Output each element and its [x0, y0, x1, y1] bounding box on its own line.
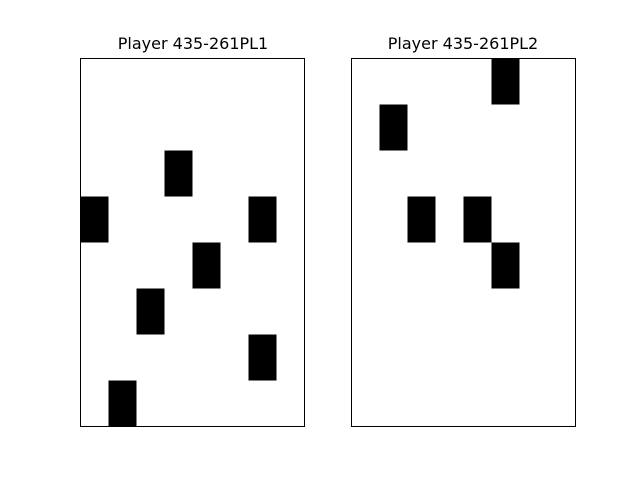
board-1-cell-4	[192, 242, 221, 289]
board-1-cell-2	[80, 196, 109, 243]
board-2-cell-2	[379, 104, 408, 151]
board-1-cell-7	[108, 380, 137, 427]
board-1-cell-3	[248, 196, 277, 243]
board-title-1: Player 435-261PL1	[118, 34, 268, 53]
board-2-cell-4	[463, 196, 492, 243]
board-2-cell-3	[407, 196, 436, 243]
board-title-2: Player 435-261PL2	[388, 34, 538, 53]
board-panel-2: Player 435-261PL2	[351, 34, 576, 427]
board-cells-1	[80, 150, 277, 427]
board-2-cell-1	[491, 58, 520, 105]
board-1-cell-6	[248, 334, 277, 381]
board-1-cell-1	[164, 150, 193, 197]
board-cells-2	[379, 58, 520, 289]
board-frame-2	[351, 58, 576, 427]
board-2-cell-5	[491, 242, 520, 289]
board-1-cell-5	[136, 288, 165, 335]
board-panel-1: Player 435-261PL1	[80, 34, 305, 427]
board-frame-1	[80, 58, 305, 427]
